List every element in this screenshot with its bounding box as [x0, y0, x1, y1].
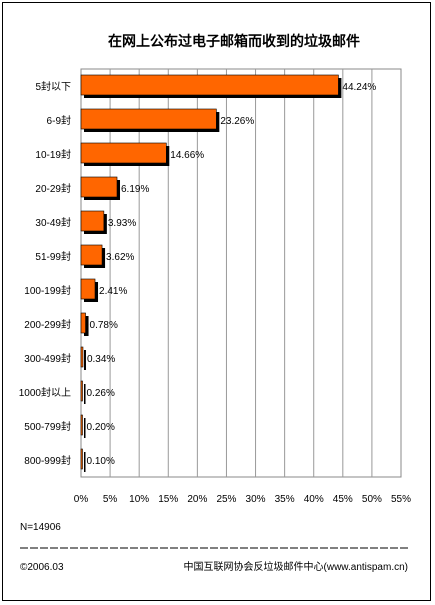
value-label: 14.66%: [170, 150, 204, 161]
category-label: 5封以下: [35, 80, 71, 93]
category-label: 500-799封: [24, 420, 71, 433]
x-tick-label: 45%: [333, 494, 353, 505]
bar-shadow: [84, 452, 86, 472]
value-label: 0.34%: [87, 354, 115, 365]
value-label: 0.78%: [90, 320, 118, 331]
category-label: 20-29封: [35, 182, 71, 195]
value-label: 3.93%: [108, 218, 136, 229]
bar: [80, 108, 217, 130]
value-label: 0.26%: [87, 388, 115, 399]
bar-shadow: [84, 418, 86, 438]
grid-lines: [80, 68, 402, 478]
value-label: 44.24%: [342, 82, 376, 93]
value-label: 2.41%: [99, 286, 127, 297]
chart-title: 在网上公布过电子邮箱而收到的垃圾邮件: [108, 33, 360, 49]
category-label: 51-99封: [35, 250, 71, 263]
category-label: 100-199封: [24, 284, 71, 297]
bar: [80, 74, 339, 96]
category-labels: 5封以下 6-9封 10-19封 20-29封 30-49封 51-99封 100-199封…: [19, 80, 71, 467]
value-labels: 44.24% 23.26% 14.66% 6.19% 3.93% 3.62% 2.41% 0.…: [87, 82, 377, 467]
copyright: ©2006.03: [20, 562, 64, 573]
bar: [80, 312, 86, 334]
x-tick-label: 0%: [74, 494, 89, 505]
bar-shadow: [84, 384, 86, 404]
value-label: 6.19%: [121, 184, 149, 195]
bar-shadow: [84, 350, 86, 370]
bar: [80, 278, 96, 300]
x-tick-label: 10%: [129, 494, 149, 505]
x-tick-label: 15%: [158, 494, 178, 505]
value-label: 3.62%: [106, 252, 134, 263]
x-tick-label: 30%: [246, 494, 266, 505]
x-tick-label: 5%: [103, 494, 118, 505]
value-label: 23.26%: [220, 116, 254, 127]
x-tick-label: 35%: [275, 494, 295, 505]
bar: [80, 448, 83, 470]
bar: [80, 380, 83, 402]
category-label: 200-299封: [24, 318, 71, 331]
bar: [80, 346, 84, 368]
bar: [80, 142, 167, 164]
category-label: 1000封以上: [19, 386, 71, 399]
bar: [80, 244, 103, 266]
category-label: 30-49封: [35, 216, 71, 229]
value-label: 0.10%: [87, 456, 115, 467]
bar-shadow: [84, 316, 89, 336]
x-tick-labels: 0% 5% 10% 15% 20% 25% 30% 35% 40% 45% 50% 55%: [74, 494, 411, 505]
bars: [80, 74, 342, 472]
chart-frame: [2, 2, 431, 601]
category-label: 6-9封: [47, 114, 71, 127]
sample-size: N=14906: [20, 522, 61, 533]
x-tick-label: 55%: [391, 494, 411, 505]
plot-area: [80, 68, 402, 478]
x-tick-label: 40%: [304, 494, 324, 505]
bar: [80, 414, 83, 436]
category-label: 800-999封: [24, 454, 71, 467]
category-label: 300-499封: [24, 352, 71, 365]
x-tick-label: 25%: [216, 494, 236, 505]
category-label: 10-19封: [35, 148, 71, 161]
bar: [80, 176, 118, 198]
source-credit: 中国互联网协会反垃圾邮件中心(www.antispam.cn): [184, 560, 408, 573]
value-label: 0.20%: [87, 422, 115, 433]
bar: [80, 210, 105, 232]
x-tick-label: 20%: [187, 494, 207, 505]
x-tick-label: 50%: [362, 494, 382, 505]
